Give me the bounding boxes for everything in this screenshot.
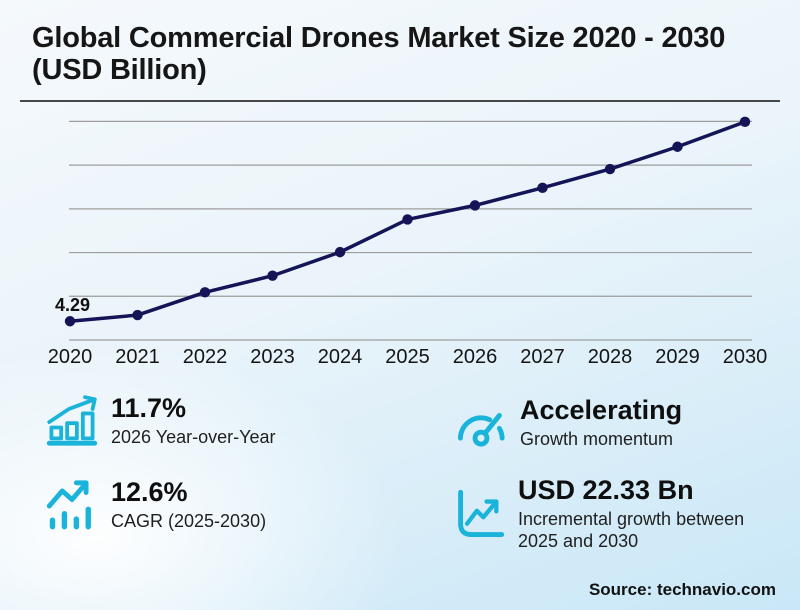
source-credit: Source: technavio.com bbox=[588, 580, 776, 599]
x-axis-label: 2025 bbox=[385, 346, 430, 368]
data-point bbox=[334, 246, 346, 258]
title-divider bbox=[20, 100, 780, 102]
stat-label: CAGR (2025-2030) bbox=[111, 511, 267, 532]
stat-value: 12.6% bbox=[111, 477, 188, 507]
market-line-chart: 2020 2021 2022 2023 2024 2025 2026 2027 2028 2029… bbox=[48, 116, 768, 368]
stat-value: USD 22.33 Bn bbox=[518, 475, 694, 505]
stat-momentum: Accelerating Growth momentum bbox=[455, 396, 682, 451]
stat-value: Accelerating bbox=[520, 395, 683, 425]
x-axis-label: 2023 bbox=[250, 346, 295, 368]
x-axis-label: 2027 bbox=[520, 346, 565, 368]
data-point bbox=[199, 287, 211, 298]
data-point bbox=[132, 309, 143, 321]
x-axis-label: 2030 bbox=[723, 346, 768, 368]
stat-incremental-growth: USD 22.33 Bn Incremental growth between … bbox=[453, 476, 770, 552]
data-point bbox=[402, 214, 413, 225]
x-axis-label: 2028 bbox=[588, 346, 633, 368]
stat-label: Incremental growth between 2025 and 2030 bbox=[518, 509, 745, 551]
data-point bbox=[604, 163, 616, 175]
page-title: Global Commercial Drones Market Size 202… bbox=[32, 22, 726, 87]
data-point bbox=[267, 270, 278, 281]
first-point-value-label: 4.29 bbox=[55, 295, 90, 315]
x-axis-label: 2022 bbox=[183, 346, 228, 368]
growth-bars-icon bbox=[46, 395, 98, 447]
trend-arrow-bars-icon bbox=[46, 479, 98, 531]
data-point bbox=[672, 141, 683, 152]
stat-label: 2026 Year-over-Year bbox=[111, 427, 276, 448]
speedometer-icon bbox=[455, 397, 507, 449]
stat-value: 11.7% bbox=[111, 393, 187, 423]
stat-yoy-growth: 11.7% 2026 Year-over-Year bbox=[46, 394, 275, 449]
incremental-growth-chart-icon bbox=[453, 488, 505, 540]
x-axis-label: 2024 bbox=[318, 346, 363, 368]
x-axis-label: 2020 bbox=[48, 346, 93, 368]
stat-label: Growth momentum bbox=[520, 429, 674, 450]
x-axis-label: 2029 bbox=[655, 346, 700, 368]
x-axis-label: 2026 bbox=[453, 346, 498, 368]
data-point bbox=[537, 182, 548, 194]
data-point bbox=[739, 116, 751, 128]
x-axis-label: 2021 bbox=[115, 346, 160, 368]
stat-cagr: 12.6% CAGR (2025-2030) bbox=[46, 478, 266, 533]
data-point bbox=[469, 200, 481, 211]
data-point bbox=[64, 316, 76, 327]
